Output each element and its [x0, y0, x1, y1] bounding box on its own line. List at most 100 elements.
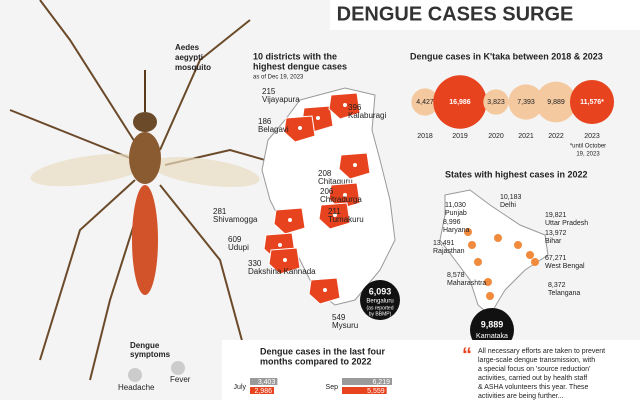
districts-note: as of Dec 19, 2023 — [253, 75, 304, 81]
bengaluru-note: (as reported — [367, 305, 394, 311]
district-value: 549 — [332, 313, 346, 322]
state-dot — [484, 278, 492, 286]
state-value: 8,372 — [548, 282, 566, 289]
bubble — [535, 81, 577, 123]
month-value: 2,986 — [254, 388, 272, 395]
district-name: Tumakuru — [328, 215, 364, 224]
district-dot — [343, 193, 347, 197]
x-label: 2021 — [518, 133, 534, 140]
state-name: Uttar Pradesh — [545, 220, 588, 227]
district-name: Dakshina Kannada — [248, 267, 316, 276]
states-title: States with highest cases in 2022 — [445, 169, 588, 179]
state-value: 13,972 — [545, 230, 567, 237]
symptoms-title: symptoms — [130, 350, 171, 359]
month-bar — [250, 387, 275, 394]
district-value: 186 — [258, 117, 272, 126]
bubble — [483, 89, 509, 115]
months-title: months compared to 2022 — [260, 356, 372, 366]
state-dot — [531, 258, 539, 266]
district-value: 330 — [248, 259, 262, 268]
district-name: Shivamogga — [213, 215, 258, 224]
x-label: 2023 — [584, 133, 600, 140]
mosquito-label: mosquito — [175, 63, 211, 72]
wing — [150, 157, 260, 187]
abdomen — [132, 185, 158, 295]
bubble-note: *until October — [570, 144, 606, 150]
thorax — [129, 132, 161, 184]
district-dot — [316, 116, 320, 120]
districts-title: highest dengue cases — [253, 61, 347, 71]
bubble-label: 3,823 — [487, 99, 505, 106]
district-name: Belagavi — [258, 125, 289, 134]
symptom-icon — [171, 361, 185, 375]
state-dot — [464, 228, 472, 236]
district-dot — [278, 243, 282, 247]
district-name: Udupi — [228, 243, 249, 252]
bengaluru-note: by BBMP) — [369, 311, 392, 317]
state-name: Haryana — [443, 227, 470, 234]
x-label: 2022 — [548, 133, 564, 140]
state-dot — [468, 241, 476, 249]
bubble — [569, 79, 615, 125]
head — [133, 112, 157, 132]
quote-line: activities, carried out by health staff — [478, 375, 587, 382]
symptom: Headache — [118, 383, 155, 392]
district-name: Chitaguru — [318, 177, 353, 186]
months-title: Dengue cases in the last four — [260, 346, 386, 356]
state-name: West Bengal — [545, 263, 585, 270]
district-name: Chitradurga — [320, 195, 362, 204]
state-name: Delhi — [500, 202, 516, 209]
x-label: 2018 — [417, 133, 433, 140]
month-bar — [342, 387, 387, 394]
x-label: 2020 — [488, 133, 504, 140]
karnataka-value: 9,889 — [481, 319, 504, 329]
district-dot — [323, 288, 327, 292]
symptoms-title: Dengue — [130, 341, 160, 350]
month-value: 3,403 — [258, 379, 276, 386]
month-bar — [342, 378, 392, 385]
district-value: 609 — [228, 235, 242, 244]
district-dot — [283, 258, 287, 262]
district-value: 396 — [348, 103, 362, 112]
state-dot — [526, 251, 534, 259]
districts-title: 10 districts with the — [253, 51, 337, 61]
month-label: July — [234, 384, 247, 391]
state-name: Telangana — [548, 290, 580, 297]
x-label: 2019 — [452, 133, 468, 140]
district-value: 281 — [213, 207, 227, 216]
district-dot — [353, 163, 357, 167]
bubble-label: 7,393 — [517, 99, 535, 106]
bengaluru-circle — [360, 280, 400, 320]
state-value: 8,578 — [447, 272, 465, 279]
bubble-label: 16,986 — [449, 99, 471, 106]
quote-panel — [452, 340, 640, 400]
district-name: Kalaburagi — [348, 111, 386, 120]
wing — [30, 153, 150, 187]
state-dot — [514, 241, 522, 249]
month-label: Sep — [326, 384, 339, 391]
state-value: 10,183 — [500, 194, 522, 201]
state-dot — [486, 292, 494, 300]
quote-line: All necessary efforts are taken to preve… — [478, 348, 605, 355]
symptom: Fever — [170, 375, 191, 384]
quote-line: & ASHA volunteers this year. These — [478, 384, 588, 391]
quote-mark: “ — [462, 344, 472, 366]
district-dot — [333, 213, 337, 217]
bengaluru-value: 6,093 — [369, 286, 392, 296]
symptom-icon — [128, 368, 142, 382]
india-map — [439, 189, 549, 316]
mosquito-label: aegypti — [175, 53, 203, 62]
bubble-label: 9,889 — [547, 99, 565, 106]
district-value: 206 — [320, 187, 334, 196]
title-bg — [330, 0, 640, 30]
district-value: 208 — [318, 169, 332, 178]
state-value: 67,271 — [545, 255, 567, 262]
district-dot — [288, 218, 292, 222]
quote-line: activities are being further... — [478, 393, 564, 400]
district-name: Mysuru — [332, 321, 358, 330]
district-name: Vijayapura — [262, 95, 300, 104]
state-name: Bihar — [545, 238, 562, 245]
bubble-label: 4,427 — [416, 99, 434, 106]
state-name: Punjab — [445, 210, 467, 217]
